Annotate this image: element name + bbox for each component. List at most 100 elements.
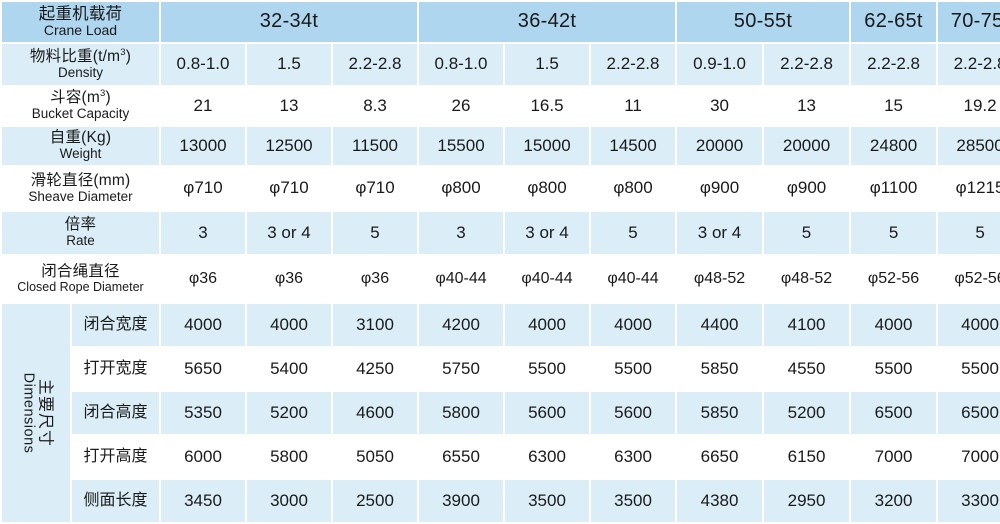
cell-weight-c1: 13000 <box>161 127 245 165</box>
dimensions-group-label-en: Dimensions <box>20 372 37 454</box>
cell-closed-height-c10: 6500 <box>938 392 1000 434</box>
cell-open-height-c8: 6150 <box>764 436 850 478</box>
cell-open-width-c7: 5850 <box>677 348 763 390</box>
cell-rope-c4: φ40-44 <box>419 256 504 302</box>
cell-side-length-c6: 3500 <box>591 480 676 522</box>
cell-rope-c9: φ52-56 <box>851 256 937 302</box>
cell-bucket-c3: 8.3 <box>333 87 418 125</box>
cell-rate-c5: 3 or 4 <box>505 212 590 254</box>
cell-side-length-c5: 3500 <box>505 480 590 522</box>
cell-open-height-c6: 6300 <box>591 436 676 478</box>
table-row-rate: 倍率 Rate 3 3 or 4 5 3 3 or 4 5 3 or 4 5 5… <box>2 212 1000 254</box>
cell-closed-height-c5: 5600 <box>505 392 590 434</box>
row-label-open-width: 打开宽度 <box>72 348 159 390</box>
row-label-bucket-capacity-cn: 斗容(m3) <box>50 88 111 107</box>
row-label-sheave-diameter-cn: 滑轮直径(mm) <box>30 171 131 189</box>
table-row-weight: 自重(Kg) Weight 13000 12500 11500 15500 15… <box>2 127 1000 165</box>
row-label-density-cn: 物料比重(t/m3) <box>29 46 132 65</box>
cell-open-width-c1: 5650 <box>161 348 245 390</box>
cell-rate-c9: 5 <box>851 212 937 254</box>
cell-weight-c2: 12500 <box>247 127 331 165</box>
cell-rope-c6: φ40-44 <box>591 256 676 302</box>
cell-rope-c2: φ36 <box>247 256 331 302</box>
row-label-bucket-capacity-en: Bucket Capacity <box>31 106 130 122</box>
cell-weight-c9: 24800 <box>851 127 937 165</box>
cell-side-length-c3: 2500 <box>333 480 418 522</box>
row-label-rate-cn: 倍率 <box>64 216 97 234</box>
table-row-density: 物料比重(t/m3) Density 0.8-1.0 1.5 2.2-2.8 0… <box>2 44 1000 85</box>
cell-density-c8: 2.2-2.8 <box>764 44 850 85</box>
table-row-sheave-diameter: 滑轮直径(mm) Sheave Diameter φ710 φ710 φ710 … <box>2 167 1000 210</box>
cell-closed-width-c6: 4000 <box>591 304 676 346</box>
row-label-side-length: 侧面长度 <box>72 480 159 522</box>
cell-bucket-c5: 16.5 <box>505 87 590 125</box>
cell-weight-c3: 11500 <box>333 127 418 165</box>
cell-bucket-c2: 13 <box>247 87 331 125</box>
table-row-bucket-capacity: 斗容(m3) Bucket Capacity 21 13 8.3 26 16.5… <box>2 87 1000 125</box>
cell-bucket-c4: 26 <box>419 87 504 125</box>
cell-rate-c8: 5 <box>764 212 850 254</box>
cell-open-height-c10: 7000 <box>938 436 1000 478</box>
cell-closed-height-c6: 5600 <box>591 392 676 434</box>
row-label-open-height: 打开高度 <box>72 436 159 478</box>
cell-open-width-c5: 5500 <box>505 348 590 390</box>
cell-side-length-c4: 3900 <box>419 480 504 522</box>
row-label-rate-en: Rate <box>66 233 95 249</box>
cell-open-width-c10: 5500 <box>938 348 1000 390</box>
cell-weight-c5: 15000 <box>505 127 590 165</box>
header-group-32-34t: 32-34t <box>161 2 418 42</box>
row-label-closed-rope-diameter: 闭合绳直径 Closed Rope Diameter <box>2 256 159 302</box>
cell-weight-c8: 20000 <box>764 127 850 165</box>
cell-open-width-c6: 5500 <box>591 348 676 390</box>
cell-side-length-c10: 3300 <box>938 480 1000 522</box>
cell-open-width-c4: 5750 <box>419 348 504 390</box>
cell-sheave-c4: φ800 <box>419 167 504 210</box>
cell-closed-width-c2: 4000 <box>247 304 331 346</box>
cell-closed-width-c1: 4000 <box>161 304 245 346</box>
cell-closed-height-c3: 4600 <box>333 392 418 434</box>
cell-bucket-c6: 11 <box>591 87 676 125</box>
cell-sheave-c3: φ710 <box>333 167 418 210</box>
cell-rope-c8: φ48-52 <box>764 256 850 302</box>
cell-open-width-c2: 5400 <box>247 348 331 390</box>
cell-rate-c7: 3 or 4 <box>677 212 763 254</box>
cell-sheave-c10: φ1215 <box>938 167 1000 210</box>
header-group-62-65t: 62-65t <box>851 2 937 42</box>
row-label-closed-rope-diameter-en: Closed Rope Diameter <box>17 279 144 294</box>
cell-closed-height-c8: 5200 <box>764 392 850 434</box>
cell-density-c5: 1.5 <box>505 44 590 85</box>
cell-density-c2: 1.5 <box>247 44 331 85</box>
cell-rope-c3: φ36 <box>333 256 418 302</box>
header-group-70-75t: 70-75t <box>938 2 1000 42</box>
table-row-open-height: 打开高度 6000 5800 5050 6550 6300 6300 6650 … <box>2 436 1000 478</box>
cell-sheave-c6: φ800 <box>591 167 676 210</box>
cell-open-height-c9: 7000 <box>851 436 937 478</box>
dimensions-group-label-cn: 主要尺寸 <box>36 378 54 447</box>
cell-closed-width-c7: 4400 <box>677 304 763 346</box>
table-row-closed-width: 主要尺寸 Dimensions 闭合宽度 4000 4000 3100 4200… <box>2 304 1000 522</box>
cell-bucket-c10: 19.2 <box>938 87 1000 125</box>
cell-density-c7: 0.9-1.0 <box>677 44 763 85</box>
dimensions-group-label: 主要尺寸 Dimensions <box>2 304 70 522</box>
cell-rate-c4: 3 <box>419 212 504 254</box>
table-row-closed-height: 闭合高度 5350 5200 4600 5800 5600 5600 5850 … <box>2 392 1000 434</box>
cell-closed-width-c8: 4100 <box>764 304 850 346</box>
header-group-36-42t: 36-42t <box>419 2 676 42</box>
cell-sheave-c7: φ900 <box>677 167 763 210</box>
cell-open-height-c7: 6650 <box>677 436 763 478</box>
row-label-weight: 自重(Kg) Weight <box>2 127 159 165</box>
cell-open-width-c9: 5500 <box>851 348 937 390</box>
row-label-density: 物料比重(t/m3) Density <box>2 44 159 85</box>
cell-bucket-c1: 21 <box>161 87 245 125</box>
cell-closed-width-c4: 4200 <box>419 304 504 346</box>
table-header-row: 起重机载荷 Crane Load 32-34t 36-42t 50-55t 62… <box>2 2 1000 42</box>
cell-side-length-c2: 3000 <box>247 480 331 522</box>
cell-open-width-c3: 4250 <box>333 348 418 390</box>
row-label-closed-height: 闭合高度 <box>72 392 159 434</box>
cell-rope-c10: φ52-56 <box>938 256 1000 302</box>
cell-rope-c1: φ36 <box>161 256 245 302</box>
cell-density-c3: 2.2-2.8 <box>333 44 418 85</box>
row-label-rate: 倍率 Rate <box>2 212 159 254</box>
cell-open-height-c5: 6300 <box>505 436 590 478</box>
